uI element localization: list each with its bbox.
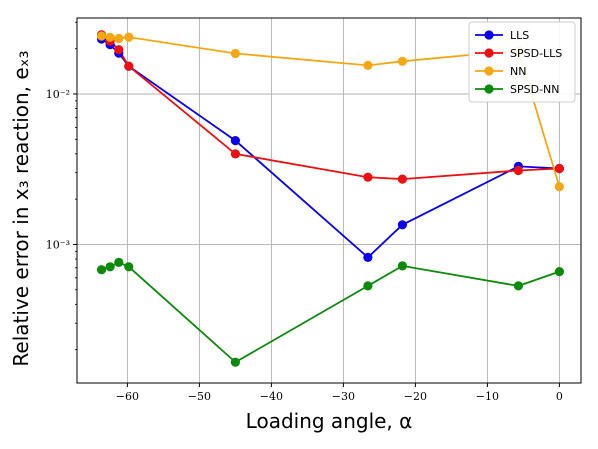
legend-label: NN [510,65,526,78]
data-point-nn [397,56,407,66]
data-point-nn [96,31,107,41]
data-point-spsd-nn [105,262,115,272]
legend: LLS SPSD-LLS NN SPSD-NN [468,21,576,103]
data-point-spsd-nn [554,267,565,277]
data-point-spsd-nn [230,357,240,367]
data-point-nn [124,32,134,42]
legend-box [468,21,576,103]
data-point-lls [363,252,373,262]
x-tick-label: −60 [116,390,139,403]
data-point-spsd-lls [230,149,240,159]
data-point-spsd-nn [114,257,124,267]
data-point-spsd-lls [513,165,524,176]
data-point-nn [554,182,565,192]
legend-label: SPSD-NN [510,83,560,96]
series-points [96,30,565,367]
x-axis-label: Loading angle, α [246,409,413,433]
y-axis-label: Relative error in x₃ reaction, eₓ₃ [9,50,33,366]
x-tick-label: −30 [332,390,355,403]
data-point-nn [105,32,115,42]
y-tick-label: 10⁻² [46,88,70,101]
legend-label: SPSD-LLS [510,47,562,60]
legend-marker [484,30,494,40]
plot-frame [76,17,582,384]
x-tick-label: 0 [556,390,563,403]
data-point-spsd-nn [397,261,407,271]
x-tick-label: −10 [476,390,499,403]
x-tick-label: −20 [404,390,427,403]
x-tick-label: −40 [260,390,283,403]
x-tick-label: −50 [188,390,211,403]
x-axis: −60 −50 −40 −30 −20 −10 0 [116,383,563,403]
data-point-nn [114,33,124,44]
data-point-nn [363,60,373,70]
data-point-spsd-lls [397,174,407,184]
legend-marker [484,84,494,94]
legend-marker [484,66,494,76]
data-point-spsd-nn [96,265,107,275]
legend-label: LLS [510,29,529,42]
data-point-spsd-lls [124,61,134,71]
data-point-lls [397,220,407,230]
data-point-nn [230,48,240,59]
legend-marker [484,48,494,58]
data-point-spsd-nn [124,262,134,272]
data-point-spsd-nn [363,281,373,291]
data-point-spsd-lls [554,163,565,174]
data-point-spsd-lls [114,45,124,55]
data-point-spsd-lls [363,172,373,182]
data-point-lls [230,136,240,146]
y-axis: 10⁻³ 10⁻² [46,21,77,351]
y-tick-label: 10⁻³ [46,238,70,251]
data-point-spsd-nn [513,281,524,291]
